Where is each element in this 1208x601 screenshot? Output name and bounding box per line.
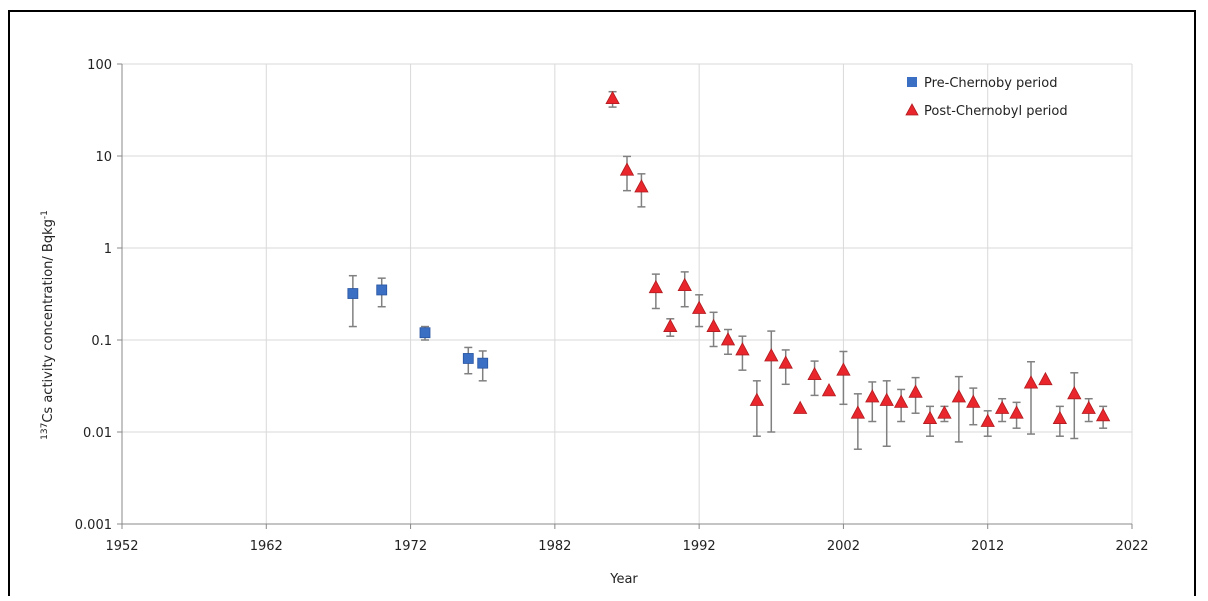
- post-chernobyl-point: [706, 318, 721, 332]
- legend-marker-triangle: [905, 103, 919, 116]
- x-tick-label: 2002: [827, 539, 860, 554]
- post-chernobyl-point: [937, 405, 952, 419]
- post-chernobyl-point: [1067, 385, 1082, 400]
- post-chernobyl-point: [1038, 371, 1053, 386]
- pre-chernobyl-point: [477, 357, 489, 369]
- post-chernobyl-point: [966, 394, 981, 408]
- pre-chernobyl-point: [462, 353, 474, 364]
- post-chernobyl-point: [865, 389, 880, 403]
- post-chernobyl-point: [792, 400, 808, 414]
- y-tick-label: 100: [87, 58, 112, 73]
- axis-layer: 1952 1962 1972 1982 1992 2002 2012 2022 0.001 0.0…: [75, 58, 1149, 554]
- x-tick-label: 2012: [971, 539, 1004, 554]
- pre-chernobyl-point: [376, 284, 388, 296]
- post-chernobyl-point: [1095, 407, 1111, 422]
- x-tick-label: 1982: [538, 539, 571, 554]
- post-chernobyl-point: [821, 383, 837, 397]
- pre-chernobyl-point: [419, 327, 431, 339]
- pre-chernobyl-point: [347, 288, 359, 299]
- x-tick-label: 1992: [683, 539, 716, 554]
- errorbar-layer: [348, 90, 1108, 450]
- post-chernobyl-point: [836, 362, 851, 376]
- post-chernobyl-point: [648, 279, 664, 294]
- y-axis-title-sup2: -1: [40, 210, 50, 219]
- y-tick-label: 0.001: [75, 518, 112, 533]
- post-chernobyl-point: [922, 410, 938, 424]
- post-chernobyl-point: [735, 342, 750, 356]
- y-axis-title-main: Cs activity concentration/ Bqkg: [41, 219, 56, 423]
- x-tick-label: 1972: [394, 539, 427, 554]
- post-chernobyl-point: [634, 179, 649, 193]
- legend-layer: Pre-Chernoby period Post-Chernobyl period: [905, 76, 1068, 119]
- svg-text:137Cs activity concentration/: 137Cs activity concentration/ Bqkg-1: [40, 210, 56, 440]
- post-chernobyl-point: [720, 332, 736, 346]
- chart-svg: 1952 1962 1972 1982 1992 2002 2012 2022 0.001 0.0…: [40, 58, 1149, 587]
- y-tick-label: 10: [95, 150, 112, 165]
- post-chernobyl-point: [1023, 375, 1039, 389]
- y-tick-label: 0.01: [83, 426, 112, 441]
- x-tick-label: 1952: [105, 539, 138, 554]
- marker-layer: [347, 90, 1111, 427]
- post-chernobyl-point: [605, 90, 620, 105]
- post-chernobyl-point: [994, 400, 1010, 414]
- post-chernobyl-point: [980, 413, 995, 427]
- post-chernobyl-point: [893, 394, 909, 408]
- y-axis-title: 137Cs activity concentration/ Bqkg-1: [40, 210, 56, 440]
- y-tick-label: 0.1: [91, 334, 112, 349]
- legend-label: Post-Chernobyl period: [924, 104, 1068, 119]
- post-chernobyl-point: [764, 348, 779, 362]
- post-chernobyl-point: [908, 384, 923, 398]
- x-axis-title: Year: [609, 572, 638, 587]
- x-tick-label: 1962: [250, 539, 283, 554]
- post-chernobyl-point: [1009, 405, 1024, 419]
- post-chernobyl-point: [778, 355, 793, 369]
- post-chernobyl-point: [619, 162, 635, 176]
- post-chernobyl-point: [663, 318, 678, 332]
- grid-layer: [122, 63, 1133, 524]
- post-chernobyl-point: [850, 405, 866, 419]
- x-tick-label: 2022: [1115, 539, 1148, 554]
- y-tick-label: 1: [104, 242, 112, 257]
- post-chernobyl-point: [807, 366, 822, 381]
- post-chernobyl-point: [1081, 400, 1096, 414]
- post-chernobyl-point: [749, 392, 765, 406]
- post-chernobyl-point: [951, 389, 967, 403]
- post-chernobyl-point: [879, 392, 894, 406]
- legend-marker-square: [907, 77, 917, 87]
- post-chernobyl-point: [677, 277, 692, 292]
- y-axis-title-sup: 137: [40, 423, 50, 440]
- chart-frame: 1952 1962 1972 1982 1992 2002 2012 2022 0.001 0.0…: [8, 10, 1196, 596]
- post-chernobyl-point: [1052, 410, 1068, 424]
- legend-label: Pre-Chernoby period: [924, 76, 1057, 91]
- post-chernobyl-point: [691, 300, 707, 314]
